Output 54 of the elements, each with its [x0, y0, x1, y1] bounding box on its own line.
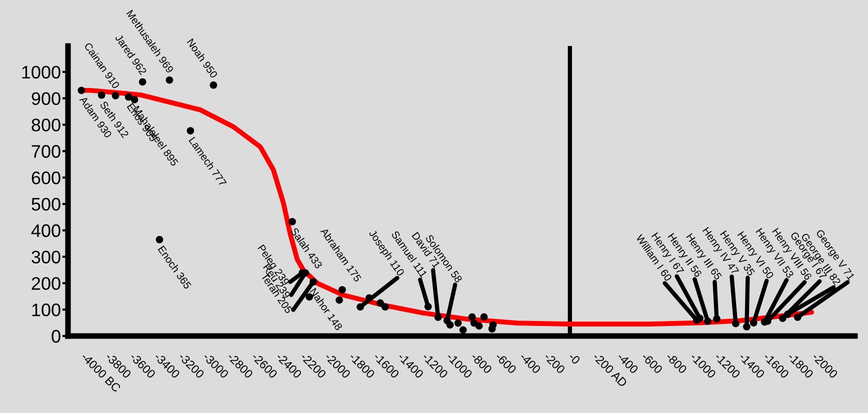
- y-tick-label: 1000: [22, 66, 60, 79]
- x-tick-label: ‐600: [641, 352, 664, 374]
- point: [778, 314, 786, 322]
- point: [382, 303, 389, 311]
- point: [166, 76, 174, 84]
- point: [376, 299, 384, 307]
- point: [310, 278, 317, 286]
- x-tick-label: -600: [494, 352, 517, 374]
- point: [365, 294, 373, 302]
- x-tick-label: -400: [519, 352, 542, 374]
- point: [124, 93, 132, 101]
- point: [446, 321, 454, 329]
- point: [78, 86, 86, 94]
- x-tick-label: ‐800: [666, 352, 688, 374]
- point: [338, 286, 346, 294]
- point: [186, 127, 194, 134]
- y-tick-label: 600: [32, 171, 60, 184]
- y-tick-label: 800: [32, 118, 60, 132]
- x-tick-label: -0: [568, 352, 581, 365]
- y-tick-label: 400: [31, 224, 60, 238]
- y-tick-label: 500: [32, 198, 60, 211]
- point: [112, 92, 120, 100]
- point: [713, 315, 720, 323]
- y-tick-label: 300: [32, 250, 60, 264]
- x-tick-label: ‐400: [616, 352, 639, 374]
- point: [454, 319, 462, 327]
- y-tick-label: 100: [32, 304, 60, 316]
- x-tick-label: -800: [470, 352, 493, 374]
- point: [475, 322, 483, 330]
- point: [210, 81, 218, 89]
- point: [356, 303, 364, 311]
- point: [130, 96, 138, 104]
- point: [459, 326, 467, 334]
- point: [743, 323, 750, 330]
- point: [794, 314, 802, 321]
- point: [98, 91, 106, 99]
- point: [156, 236, 164, 244]
- point: [750, 319, 758, 326]
- y-tick-label: 0: [52, 330, 60, 343]
- point: [138, 78, 146, 86]
- point: [784, 310, 792, 318]
- point: [480, 313, 488, 321]
- point: [489, 321, 497, 329]
- point: [704, 318, 712, 325]
- point: [336, 296, 343, 304]
- x-tick-label: -200: [544, 352, 566, 374]
- point: [468, 313, 476, 321]
- y-tick-label: 200: [32, 277, 60, 290]
- point: [732, 320, 740, 328]
- y-tick-label: 700: [32, 145, 60, 158]
- point: [434, 314, 442, 321]
- y-tick-label: 900: [32, 92, 60, 106]
- point: [424, 303, 432, 310]
- point: [288, 218, 296, 226]
